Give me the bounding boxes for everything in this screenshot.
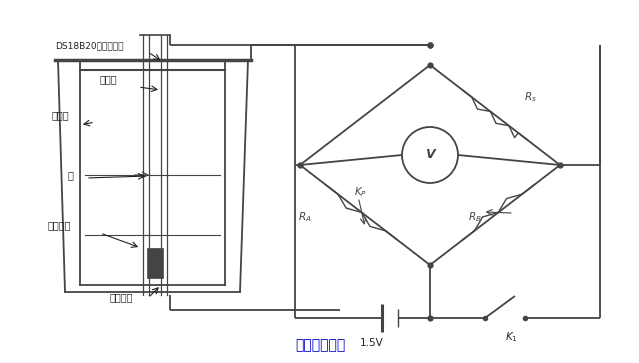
Text: 保温杯: 保温杯: [52, 110, 70, 120]
Text: $R_s$: $R_s$: [523, 90, 536, 104]
Text: 1.5V: 1.5V: [360, 338, 384, 348]
Text: $R_A$: $R_A$: [298, 210, 311, 224]
Text: 玻璃管: 玻璃管: [100, 74, 118, 84]
Text: V: V: [425, 148, 435, 162]
Text: $K_P$: $K_P$: [353, 185, 367, 199]
Text: 变压器油: 变压器油: [48, 220, 72, 230]
Bar: [147, 248, 163, 278]
Text: 热敏电阻: 热敏电阻: [110, 292, 134, 302]
Text: $K_1$: $K_1$: [505, 330, 518, 344]
Text: 水: 水: [68, 170, 74, 180]
Circle shape: [402, 127, 458, 183]
Text: DS18B20温度传感器: DS18B20温度传感器: [55, 41, 123, 50]
Text: $R_B$: $R_B$: [468, 210, 481, 224]
Text: 实验装置简图: 实验装置简图: [295, 338, 345, 352]
